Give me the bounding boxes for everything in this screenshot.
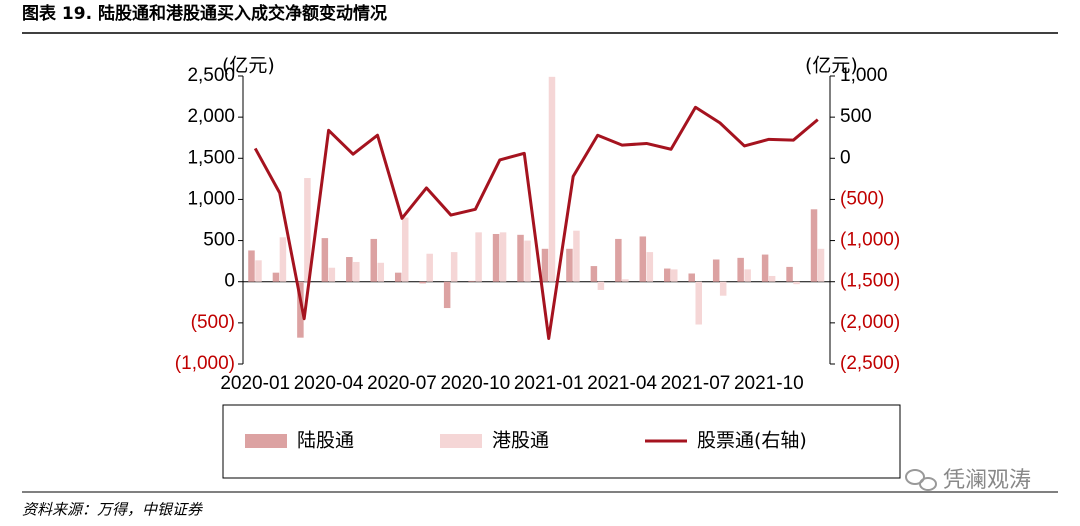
bar	[664, 268, 671, 282]
y2-tick-label: 1,000	[840, 65, 888, 86]
bar	[671, 269, 678, 282]
bar	[622, 279, 629, 282]
bar	[810, 209, 818, 282]
bar	[377, 262, 385, 282]
bar	[304, 178, 311, 282]
bar	[817, 248, 825, 282]
bar	[443, 281, 451, 309]
bar	[517, 234, 524, 282]
x-tick-label: 2021-10	[734, 373, 804, 394]
bar	[548, 76, 556, 282]
x-tick-label: 2021-07	[661, 373, 731, 394]
bar	[255, 260, 262, 282]
bar	[492, 233, 500, 282]
y-axis-unit: (亿元)	[222, 55, 275, 77]
y-tick-label: (500)	[191, 312, 235, 333]
line	[253, 105, 819, 340]
bar	[566, 248, 573, 282]
bar	[450, 252, 458, 282]
y-tick-label: 2,000	[187, 106, 235, 127]
bar	[793, 281, 800, 285]
bar	[353, 261, 360, 282]
legend-swatch	[440, 434, 482, 448]
bar	[712, 259, 720, 282]
legend-label: 股票通(右轴)	[697, 430, 807, 452]
y-tick-label: 2,500	[187, 65, 235, 86]
y2-tick-label: 500	[840, 106, 872, 127]
bar	[786, 266, 793, 282]
y2-tick-label: (500)	[840, 188, 884, 209]
bar	[419, 281, 426, 284]
x-tick-label: 2021-04	[587, 373, 657, 394]
bar	[346, 257, 353, 282]
legend-swatch	[245, 434, 287, 448]
bar	[695, 281, 702, 325]
bar	[590, 266, 598, 282]
x-tick-label: 2020-07	[367, 373, 437, 394]
bar	[744, 269, 751, 282]
bar	[615, 238, 622, 282]
y2-tick-label: 0	[840, 147, 851, 168]
bar	[499, 232, 507, 282]
x-tick-label: 2020-01	[220, 373, 290, 394]
bar	[768, 275, 776, 282]
bar	[573, 230, 580, 282]
bar	[719, 281, 727, 296]
y2-tick-label: (2,000)	[840, 312, 900, 333]
y2-tick-label: (1,000)	[840, 230, 900, 251]
chart-title: 图表 19. 陆股通和港股通买入成交净额变动情况	[22, 3, 387, 24]
bar	[321, 238, 329, 282]
x-tick-label: 2021-01	[514, 373, 584, 394]
y2-axis-unit: (亿元)	[805, 55, 858, 77]
bar	[646, 252, 654, 282]
bar	[524, 240, 531, 282]
bar	[401, 217, 409, 282]
x-tick-label: 2020-10	[440, 373, 510, 394]
y-tick-label: 1,000	[187, 188, 235, 209]
bar	[737, 257, 744, 282]
bar	[328, 267, 336, 282]
bar	[279, 237, 287, 282]
watermark: 凭澜观涛	[943, 468, 1031, 493]
bar	[468, 280, 475, 282]
bar	[248, 250, 255, 282]
y-tick-label: 1,500	[187, 147, 235, 168]
watermark-icon	[905, 469, 937, 491]
bar	[761, 254, 769, 282]
source-note: 资料来源：万得，中银证券	[22, 501, 203, 519]
bar	[597, 281, 605, 290]
y2-tick-label: (1,500)	[840, 271, 900, 292]
bar	[688, 273, 695, 282]
bar	[426, 253, 433, 282]
bar	[272, 272, 280, 282]
legend-label: 陆股通	[297, 430, 354, 452]
y-tick-label: 0	[224, 271, 235, 292]
legend-box	[222, 404, 901, 479]
legend-label: 港股通	[492, 430, 549, 452]
bar	[394, 272, 402, 282]
bar	[297, 281, 304, 338]
bar	[541, 248, 549, 282]
y-tick-label: (1,000)	[175, 353, 235, 374]
bar	[370, 238, 378, 282]
y-tick-label: 500	[203, 230, 235, 251]
y2-tick-label: (2,500)	[840, 353, 900, 374]
bar	[639, 236, 647, 282]
bar	[475, 232, 482, 282]
x-tick-label: 2020-04	[294, 373, 364, 394]
